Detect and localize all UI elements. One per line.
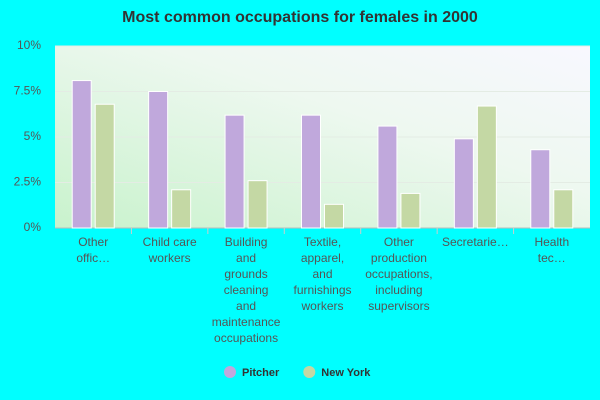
- legend-label: Pitcher: [242, 367, 280, 379]
- y-tick-label: 2.5%: [14, 175, 42, 189]
- x-tick-label: Health tec…: [534, 235, 569, 265]
- bar: [148, 91, 169, 229]
- y-tick-label: 0%: [24, 220, 42, 234]
- x-tick-label: Other production occupations, including supe…: [365, 235, 432, 313]
- bar: [453, 138, 474, 229]
- bar: [301, 114, 321, 229]
- x-tick-label: Building and grounds cleaning and maintenance…: [212, 235, 281, 345]
- bar: [553, 189, 574, 229]
- y-tick-label: 7.5%: [14, 84, 42, 98]
- bar: [377, 125, 398, 229]
- y-tick-label: 5%: [24, 129, 42, 143]
- legend-marker: [303, 366, 316, 378]
- bar: [224, 114, 245, 229]
- bar: [324, 203, 344, 229]
- bar: [476, 105, 497, 229]
- chart-title: Most common occupations for females in 2…: [122, 9, 478, 26]
- bar: [530, 149, 551, 229]
- legend-label: New York: [321, 367, 371, 379]
- x-tick-label: Secretarie…: [442, 235, 509, 249]
- bar: [247, 180, 268, 229]
- x-tick-label: Child care workers: [143, 235, 197, 265]
- x-tick-label: Textile, apparel, and furnishings workers: [293, 235, 351, 313]
- legend-marker: [224, 366, 236, 378]
- bar: [71, 80, 92, 229]
- bar: [94, 103, 115, 229]
- bar: [400, 192, 421, 229]
- y-tick-label: 10%: [17, 38, 41, 52]
- x-tick-label: Other offic…: [76, 235, 110, 265]
- bar: [171, 189, 192, 229]
